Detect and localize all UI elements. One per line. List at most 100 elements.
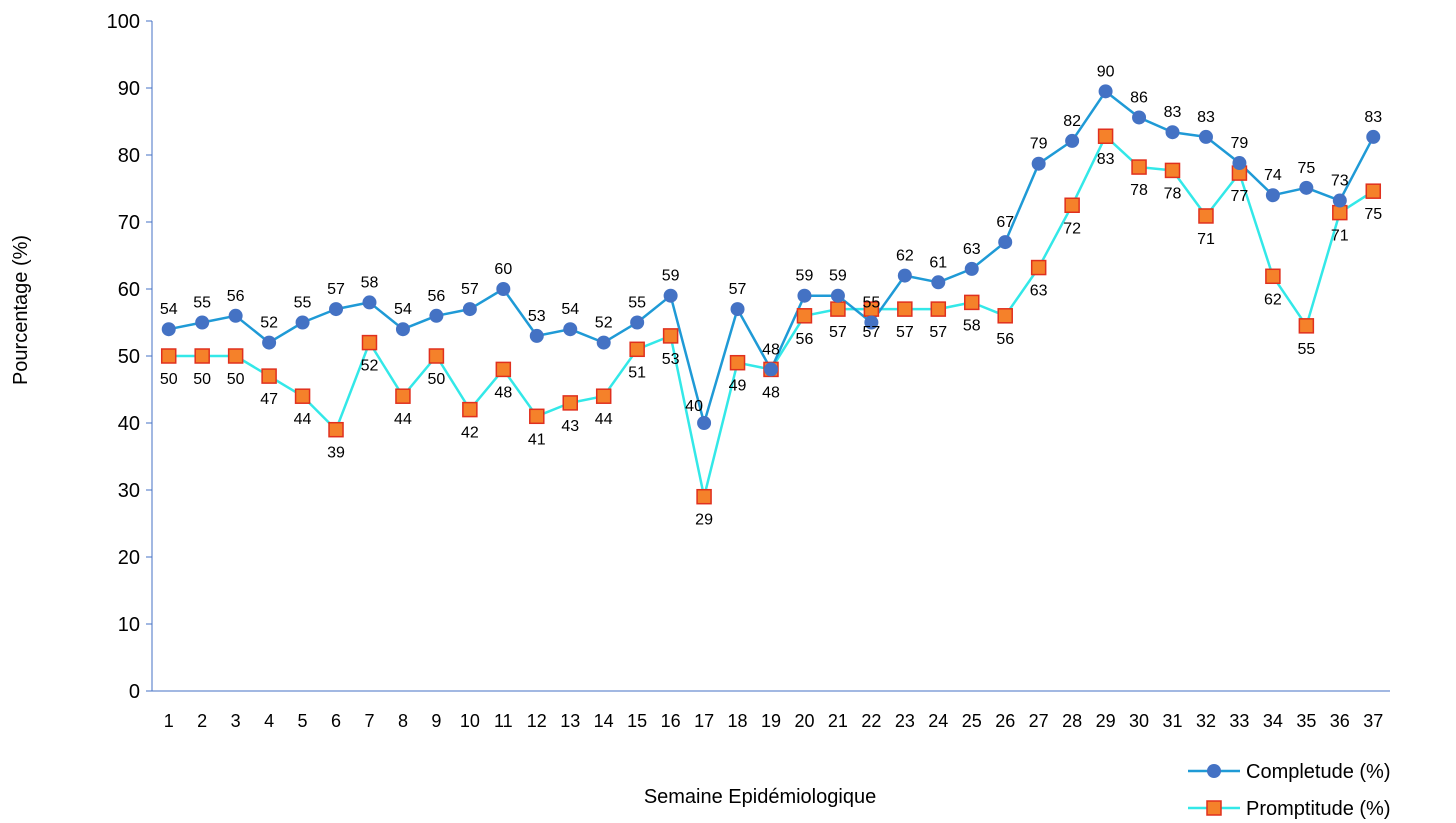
data-label-completude-34: 74 <box>1264 167 1282 184</box>
data-label-promptitude-23: 57 <box>896 324 914 341</box>
x-tick-label-36: 36 <box>1330 711 1350 731</box>
point-completude-9 <box>429 308 444 323</box>
data-label-completude-29: 90 <box>1097 63 1115 80</box>
x-tick-label-3: 3 <box>231 711 241 731</box>
point-promptitude-20 <box>796 308 813 324</box>
data-label-promptitude-5: 44 <box>294 411 312 428</box>
data-label-completude-1: 54 <box>160 301 178 318</box>
data-label-promptitude-35: 55 <box>1297 341 1315 358</box>
point-completude-5 <box>295 315 310 330</box>
point-promptitude-24 <box>930 301 947 317</box>
point-promptitude-35 <box>1298 318 1315 334</box>
data-label-completude-9: 56 <box>428 288 446 305</box>
data-label-completude-27: 79 <box>1030 136 1048 153</box>
point-completude-28 <box>1065 133 1080 148</box>
point-completude-8 <box>395 322 410 337</box>
x-tick-label-16: 16 <box>661 711 681 731</box>
point-completude-15 <box>630 315 645 330</box>
point-completude-16 <box>663 288 678 303</box>
x-tick-label-7: 7 <box>364 711 374 731</box>
x-tick-label-11: 11 <box>494 711 513 731</box>
x-axis-title: Semaine Epidémiologique <box>644 786 876 808</box>
data-label-promptitude-8: 44 <box>394 411 412 428</box>
y-tick-label-50: 50 <box>118 346 140 368</box>
x-tick-label-35: 35 <box>1296 711 1316 731</box>
data-label-promptitude-21: 57 <box>829 324 847 341</box>
data-label-promptitude-19: 48 <box>762 384 780 401</box>
y-tick-label-90: 90 <box>118 78 140 100</box>
x-tick-label-24: 24 <box>928 711 948 731</box>
point-promptitude-27 <box>1030 259 1047 276</box>
data-label-completude-6: 57 <box>327 281 345 298</box>
data-label-promptitude-29: 83 <box>1097 151 1115 168</box>
series-layer <box>160 84 1382 505</box>
point-completude-31 <box>1165 125 1180 140</box>
data-label-promptitude-34: 62 <box>1264 291 1282 308</box>
data-label-completude-31: 83 <box>1164 104 1182 121</box>
x-tick-label-17: 17 <box>694 711 714 731</box>
data-label-completude-20: 59 <box>796 268 814 285</box>
x-tick-label-5: 5 <box>298 711 308 731</box>
x-tick-label-8: 8 <box>398 711 408 731</box>
point-completude-4 <box>262 335 277 350</box>
x-tick-label-20: 20 <box>794 711 814 731</box>
data-label-promptitude-9: 50 <box>428 371 446 388</box>
x-tick-label-29: 29 <box>1096 711 1116 731</box>
data-label-completude-26: 67 <box>996 214 1014 231</box>
point-completude-30 <box>1132 110 1147 125</box>
point-completude-29 <box>1098 84 1113 99</box>
point-promptitude-16 <box>662 328 679 344</box>
data-label-completude-35: 75 <box>1297 160 1315 177</box>
x-tick-label-9: 9 <box>431 711 441 731</box>
y-tick-label-20: 20 <box>118 547 140 569</box>
data-label-promptitude-11: 48 <box>494 384 512 401</box>
data-label-completude-7: 58 <box>361 274 379 291</box>
point-promptitude-18 <box>729 354 746 371</box>
data-label-promptitude-1: 50 <box>160 371 178 388</box>
x-tick-label-25: 25 <box>962 711 982 731</box>
point-completude-12 <box>529 328 544 343</box>
x-tick-label-22: 22 <box>861 711 881 731</box>
point-completude-11 <box>496 282 511 296</box>
point-promptitude-37 <box>1365 183 1382 199</box>
data-label-completude-37: 83 <box>1364 109 1382 126</box>
data-label-completude-5: 55 <box>294 295 312 312</box>
x-tick-label-37: 37 <box>1363 711 1383 731</box>
data-label-completude-17: 40 <box>685 398 703 415</box>
data-label-promptitude-7: 52 <box>361 358 379 375</box>
y-tick-label-30: 30 <box>118 480 140 502</box>
point-promptitude-36 <box>1332 204 1348 221</box>
legend-marker-promptitude <box>1206 800 1222 816</box>
point-completude-10 <box>462 302 477 317</box>
point-promptitude-9 <box>428 348 445 364</box>
point-promptitude-2 <box>194 348 210 364</box>
point-completude-22 <box>864 315 879 330</box>
x-tick-label-14: 14 <box>594 711 614 731</box>
data-label-promptitude-28: 72 <box>1063 220 1081 237</box>
data-label-promptitude-6: 39 <box>327 445 345 462</box>
legend-item-promptitude[interactable]: Promptitude (%) <box>1188 798 1391 820</box>
y-tick-label-40: 40 <box>118 413 140 435</box>
point-promptitude-12 <box>529 408 545 425</box>
data-labels: 50 50 50 47 44 39 52 44 50 42 48 41 43 44 51 53 29 49 48 56… <box>160 63 1382 528</box>
x-tick-label-12: 12 <box>527 711 547 731</box>
data-label-completude-3: 56 <box>227 288 245 305</box>
legend-item-completude[interactable]: Completude (%) <box>1188 761 1391 783</box>
data-label-promptitude-24: 57 <box>929 324 947 341</box>
data-label-completude-16: 59 <box>662 268 680 285</box>
point-completude-14 <box>596 335 611 350</box>
data-label-promptitude-20: 56 <box>796 331 814 348</box>
data-label-completude-15: 55 <box>628 295 646 312</box>
point-promptitude-11 <box>495 361 512 378</box>
point-promptitude-14 <box>595 388 612 404</box>
point-completude-37 <box>1366 129 1381 144</box>
x-tick-label-28: 28 <box>1062 711 1082 731</box>
data-label-promptitude-18: 49 <box>729 378 747 395</box>
point-promptitude-3 <box>227 348 244 364</box>
data-label-promptitude-14: 44 <box>595 411 613 428</box>
point-completude-24 <box>931 275 946 290</box>
point-completude-23 <box>897 268 912 283</box>
data-label-promptitude-31: 78 <box>1164 185 1182 202</box>
data-label-completude-24: 61 <box>929 254 947 271</box>
data-label-completude-12: 53 <box>528 308 546 325</box>
